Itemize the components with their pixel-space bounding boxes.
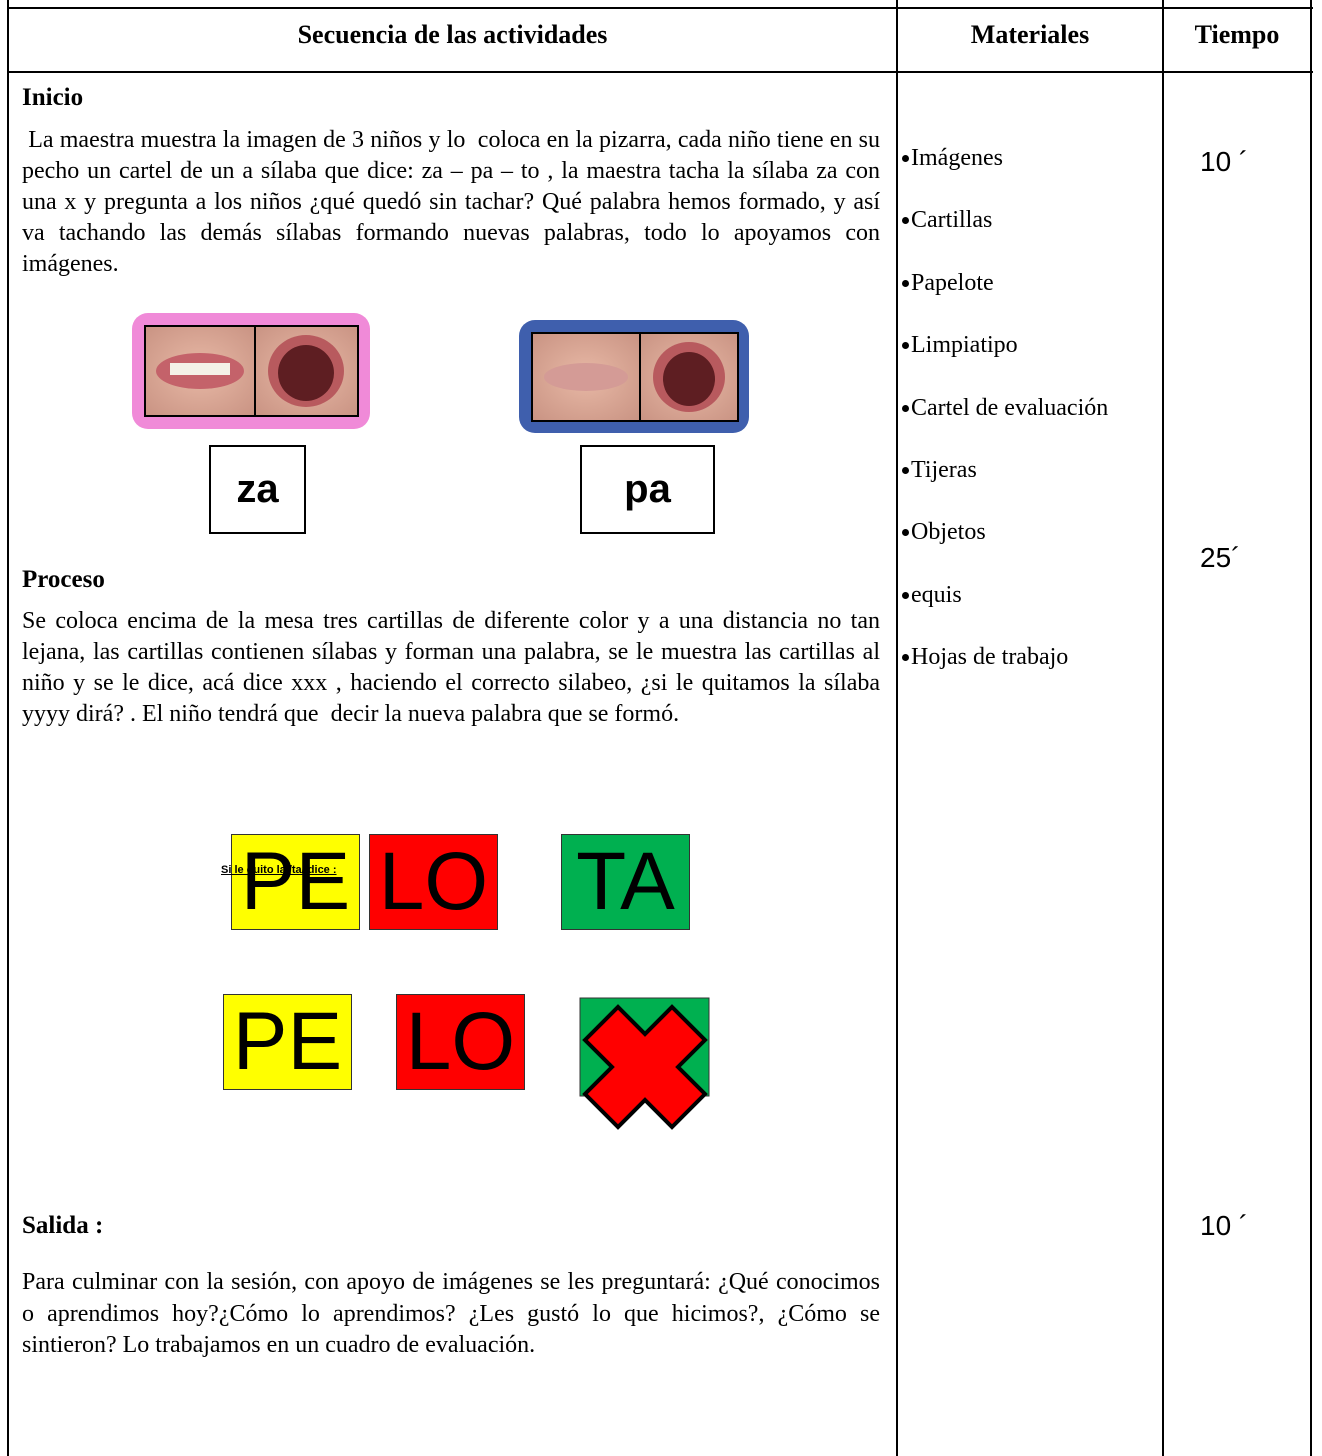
bullet [902, 654, 909, 662]
syllable-card: TA [561, 834, 690, 930]
material-text: Cartel de evaluación [911, 394, 1109, 421]
material-item: Cartillas [902, 207, 992, 234]
bullet [902, 279, 909, 287]
time-value: 10 ´ [1200, 146, 1249, 177]
table-border [1162, 0, 1164, 1456]
bullet [902, 155, 909, 162]
table-border [1310, 0, 1312, 1456]
material-item: equis [902, 582, 962, 609]
bullet [902, 404, 909, 412]
section-heading: Salida : [22, 1212, 104, 1239]
section-text: Para culminar con la sesión, con apoyo d… [22, 1269, 886, 1358]
material-item: Cartel de evaluación [902, 395, 1108, 422]
material-text: Limpiatipo [911, 332, 1018, 359]
table-border [8, 71, 1313, 73]
material-item: Imágenes [902, 145, 1003, 172]
material-text: Hojas de trabajo [911, 644, 1069, 671]
table-border [7, 0, 9, 1456]
material-text: Cartillas [911, 207, 993, 234]
bullet [902, 342, 909, 350]
syllable-card: PE [231, 834, 360, 930]
table-border [896, 0, 898, 1456]
section-text: La maestra muestra la imagen de 3 niños … [22, 127, 886, 277]
material-text: Tijeras [911, 457, 977, 483]
column-header: Secuencia de las actividades [297, 20, 608, 49]
material-text: Papelote [911, 269, 994, 296]
bullet [902, 591, 909, 599]
bullet [902, 467, 909, 474]
material-text: equis [911, 581, 962, 608]
column-header: Tiempo [1194, 20, 1280, 49]
syllable-label: pa [580, 445, 715, 534]
material-text: Imágenes [911, 145, 1003, 171]
table-border [8, 7, 1313, 9]
bullet [902, 217, 909, 225]
bullet [902, 529, 909, 537]
mouth-images [132, 313, 749, 433]
syllable-card: LO [369, 834, 498, 930]
syllable-card: PE [223, 994, 352, 1090]
section-heading: Proceso [22, 566, 105, 593]
material-item: Objetos [902, 519, 986, 546]
material-item: Limpiatipo [902, 332, 1018, 359]
time-value: 25´ [1200, 542, 1241, 573]
caption: Si le quito la /ta/ dice : [221, 864, 337, 876]
section-text: Se coloca encima de la mesa tres cartill… [22, 608, 886, 727]
syllable-label: za [209, 445, 306, 534]
time-value: 10 ´ [1200, 1210, 1249, 1241]
material-item: Hojas de trabajo [902, 644, 1068, 671]
material-text: Objetos [911, 519, 986, 546]
material-item: Papelote [902, 270, 994, 297]
section-heading: Inicio [22, 84, 84, 111]
column-header: Materiales [970, 20, 1090, 49]
crossed-card [579, 997, 710, 1130]
material-item: Tijeras [902, 457, 977, 484]
syllable-card: LO [396, 994, 525, 1090]
